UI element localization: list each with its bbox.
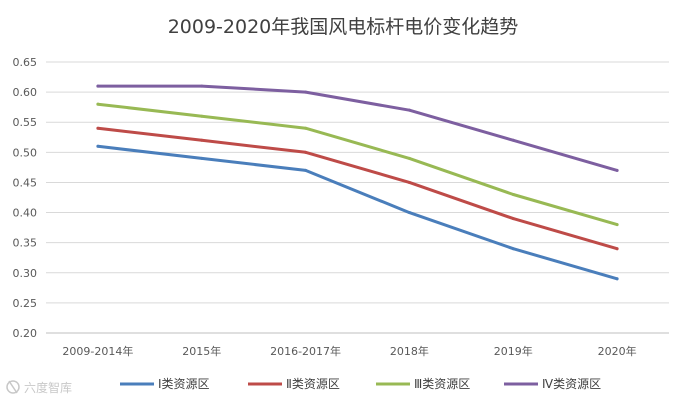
x-tick-label: 2020年 [598, 344, 637, 358]
legend-label: Ⅲ类资源区 [414, 377, 470, 391]
y-axis: 0.20 0.25 0.30 0.35 0.40 0.45 0.50 0.55 0.60 0.65 [13, 56, 38, 340]
legend-label: Ⅰ类资源区 [158, 377, 210, 391]
x-axis: 2009-2014年 2015年 2016-2017年 2018年 2019年 2020年 [62, 344, 636, 358]
watermark-text: 六度智库 [24, 380, 72, 395]
data-point [407, 180, 411, 184]
y-tick-label: 0.35 [13, 237, 38, 250]
series-line [96, 84, 619, 172]
series-1 [96, 144, 619, 281]
plot-area [96, 84, 619, 281]
data-point [511, 217, 515, 221]
legend: Ⅰ类资源区 Ⅱ类资源区 Ⅲ类资源区 Ⅳ类资源区 [120, 377, 601, 391]
data-point [304, 126, 308, 130]
data-point [407, 156, 411, 160]
data-point [96, 102, 100, 106]
chart-title: 2009-2020年我国风电标杆电价变化趋势 [168, 16, 519, 38]
series-4 [96, 84, 619, 172]
series-line [96, 144, 619, 281]
y-tick-label: 0.20 [13, 327, 38, 340]
y-tick-label: 0.65 [13, 56, 38, 69]
data-point [200, 138, 204, 142]
x-tick-label: 2016-2017年 [270, 344, 341, 358]
series-2 [96, 126, 619, 251]
data-point [615, 277, 619, 281]
y-tick-label: 0.55 [13, 116, 38, 129]
x-tick-label: 2018年 [390, 344, 429, 358]
y-tick-label: 0.50 [13, 146, 38, 159]
data-point [200, 84, 204, 88]
data-point [96, 126, 100, 130]
x-tick-label: 2015年 [182, 344, 221, 358]
y-tick-label: 0.30 [13, 267, 38, 280]
y-tick-label: 0.45 [13, 176, 38, 189]
y-tick-label: 0.60 [13, 86, 38, 99]
data-point [200, 114, 204, 118]
x-tick-label: 2019年 [494, 344, 533, 358]
legend-label: Ⅳ类资源区 [542, 377, 601, 391]
data-point [407, 211, 411, 215]
series-3 [96, 102, 619, 227]
series-line [96, 126, 619, 251]
data-point [304, 150, 308, 154]
data-point [407, 108, 411, 112]
legend-item: Ⅰ类资源区 [120, 377, 210, 391]
data-point [96, 84, 100, 88]
data-point [304, 90, 308, 94]
y-tick-label: 0.40 [13, 207, 38, 220]
legend-item: Ⅲ类资源区 [376, 377, 470, 391]
legend-item: Ⅳ类资源区 [504, 377, 601, 391]
data-point [511, 247, 515, 251]
data-point [96, 144, 100, 148]
legend-label: Ⅱ类资源区 [286, 377, 340, 391]
x-tick-label: 2009-2014年 [62, 344, 133, 358]
series-line [96, 102, 619, 227]
legend-item: Ⅱ类资源区 [248, 377, 340, 391]
data-point [511, 138, 515, 142]
watermark: 六度智库 [6, 380, 72, 395]
data-point [615, 168, 619, 172]
data-point [615, 247, 619, 251]
data-point [200, 156, 204, 160]
data-point [304, 168, 308, 172]
y-tick-label: 0.25 [13, 297, 38, 310]
logo-mark-icon [6, 380, 20, 394]
data-point [615, 223, 619, 227]
data-point [511, 192, 515, 196]
